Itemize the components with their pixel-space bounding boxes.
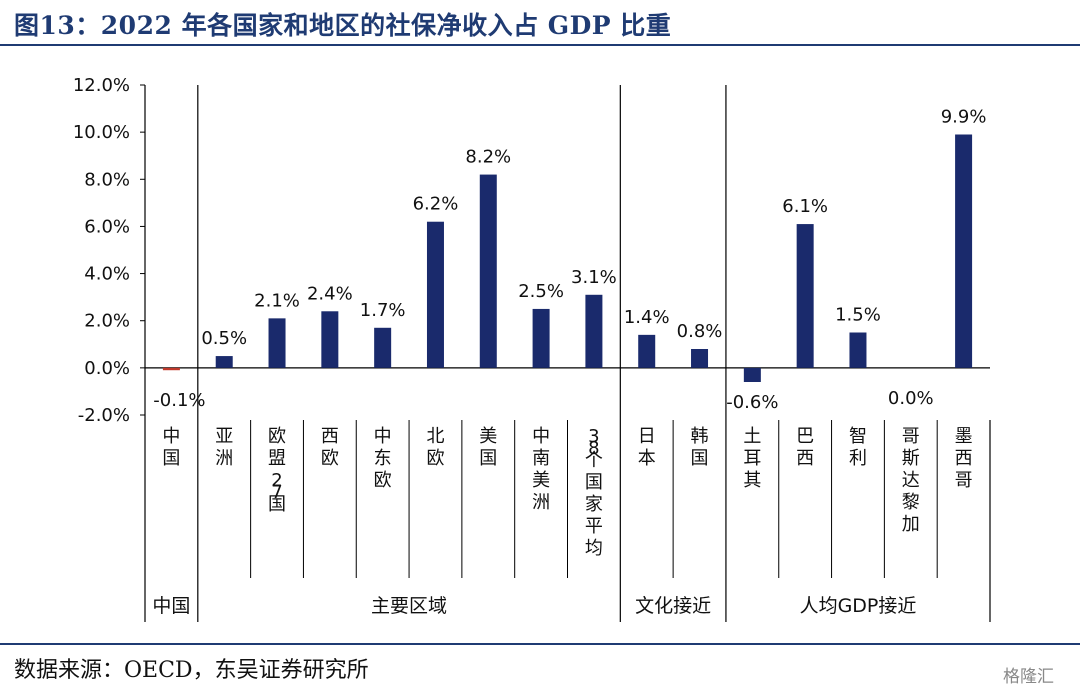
category-label-char: 斯: [902, 448, 920, 469]
data-label: 2.1%: [254, 290, 300, 311]
bar: [638, 334, 656, 368]
category-label-char: 个: [585, 450, 603, 471]
category-label-char: 智: [849, 426, 867, 447]
group-label: 人均GDP接近: [800, 595, 917, 617]
category-label-char: 国: [691, 448, 709, 469]
title-rule: [0, 44, 1080, 46]
category-label-char: 国: [268, 494, 286, 515]
category-label-char: 其: [743, 470, 761, 491]
category-label-char: 利: [849, 448, 867, 469]
bar: [268, 318, 286, 368]
bar: [849, 332, 867, 368]
bar: [162, 367, 180, 371]
category-label-char: 哥: [902, 426, 920, 447]
category-label-char: 墨: [955, 426, 973, 447]
category-label-char: 哥: [955, 470, 973, 491]
category-label-char: 亚: [215, 426, 233, 447]
y-tick-label: 12.0%: [73, 75, 130, 96]
group-label: 主要区域: [371, 595, 447, 617]
data-label: 0.8%: [677, 321, 723, 342]
y-tick-label: 2.0%: [84, 311, 130, 332]
category-label-char: 8: [588, 438, 599, 459]
category-label-char: 黎: [902, 492, 920, 513]
source-note: 数据来源：OECD，东吴证券研究所: [14, 658, 369, 683]
category-label-char: 美: [479, 426, 497, 447]
bar: [374, 327, 392, 368]
category-label-char: 3: [588, 426, 599, 447]
y-tick-label: 6.0%: [84, 216, 130, 237]
data-label: 1.7%: [360, 300, 406, 321]
category-label-char: 中: [532, 426, 550, 447]
category-label-char: 国: [162, 448, 180, 469]
group-label: 中国: [152, 595, 190, 617]
category-label-char: 达: [902, 470, 920, 491]
category-label-char: 中: [374, 426, 392, 447]
category-label-char: 盟: [268, 448, 286, 469]
category-label-char: 耳: [743, 448, 761, 469]
data-label: 8.2%: [465, 147, 511, 168]
category-label-char: 东: [374, 448, 392, 469]
data-label: 9.9%: [941, 107, 987, 128]
watermark: 格隆汇: [1003, 667, 1054, 687]
category-label-char: 欧: [321, 448, 339, 469]
bar: [215, 356, 233, 368]
category-label-char: 欧: [268, 426, 286, 447]
data-label: 6.2%: [413, 194, 459, 215]
data-label: -0.6%: [726, 392, 778, 413]
category-label-char: 西: [321, 426, 339, 447]
data-label: 1.4%: [624, 307, 670, 328]
source-rule: [0, 643, 1080, 645]
category-label-char: 均: [585, 538, 603, 559]
y-tick-label: 0.0%: [84, 358, 130, 379]
data-label: 0.0%: [888, 388, 934, 409]
bar: [321, 311, 339, 368]
category-label-char: 美: [532, 470, 550, 491]
category-label-char: 加: [902, 514, 920, 535]
data-label: 0.5%: [201, 328, 247, 349]
category-label-char: 北: [426, 426, 444, 447]
category-label-char: 7: [271, 482, 282, 503]
category-label-char: 南: [532, 448, 550, 469]
bar: [796, 224, 814, 368]
category-label-char: 土: [743, 426, 761, 447]
y-tick-label: 10.0%: [73, 122, 130, 143]
category-label-char: 平: [585, 516, 603, 537]
category-label-char: 国: [479, 448, 497, 469]
category-label-char: 国: [585, 472, 603, 493]
data-label: 1.5%: [835, 305, 881, 326]
bar: [955, 134, 973, 368]
category-label-char: 洲: [532, 492, 550, 513]
category-label-char: 欧: [374, 470, 392, 491]
bar: [532, 308, 550, 368]
category-label-char: 家: [585, 494, 603, 515]
data-label: 6.1%: [782, 196, 828, 217]
bar: [743, 367, 761, 382]
data-label: 2.5%: [518, 281, 564, 302]
bar: [585, 294, 603, 368]
bar: [691, 349, 709, 368]
category-label-char: 2: [271, 470, 282, 491]
figure-title: 图13：2022 年各国家和地区的社保净收入占 GDP 比重: [14, 11, 672, 40]
category-label-char: 巴: [796, 426, 814, 447]
category-label-char: 洲: [215, 448, 233, 469]
data-label: 3.1%: [571, 267, 617, 288]
data-label: 2.4%: [307, 283, 353, 304]
category-label-char: 欧: [426, 448, 444, 469]
category-label-char: 韩: [691, 426, 709, 447]
category-label-char: 本: [638, 448, 656, 469]
category-label-char: 西: [955, 448, 973, 469]
category-label-char: 日: [638, 426, 656, 447]
category-label-char: 中: [162, 426, 180, 447]
category-label-char: 西: [796, 448, 814, 469]
bar-chart: -2.0% 0.0% 2.0% 4.0% 6.0% 8.0% 10.0% 12.0% -0.1%…: [73, 75, 991, 622]
y-tick-label: -2.0%: [78, 405, 130, 426]
data-label: -0.1%: [153, 390, 205, 411]
y-tick-label: 4.0%: [84, 264, 130, 285]
bar: [426, 221, 444, 368]
group-label: 文化接近: [635, 595, 711, 617]
bar: [479, 174, 497, 368]
y-tick-label: 8.0%: [84, 169, 130, 190]
